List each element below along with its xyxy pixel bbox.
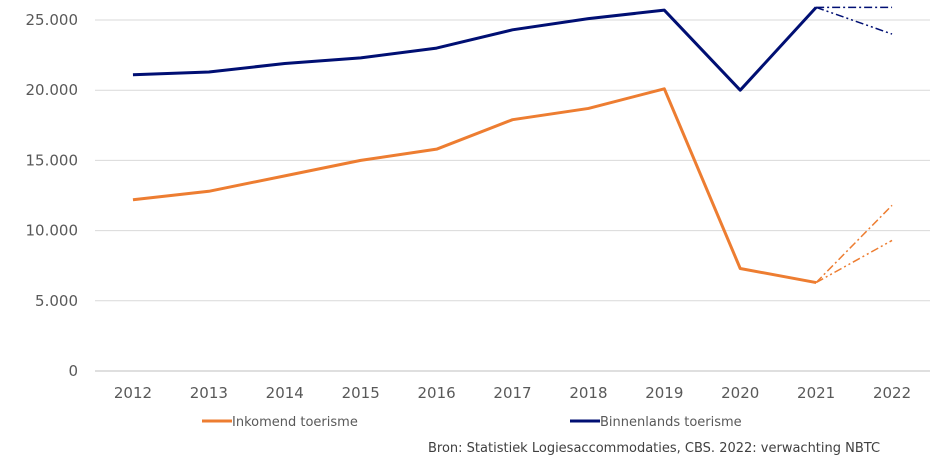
source-note: Bron: Statistiek Logiesaccommodaties, CB… xyxy=(428,441,880,456)
series-lines xyxy=(132,6,893,285)
x-tick-label-2013: 2013 xyxy=(190,384,228,402)
forecast-low-inkomend-toerisme xyxy=(815,239,893,284)
series-line-binnenlands-toerisme xyxy=(132,6,818,92)
y-tick-label-10000: 10.000 xyxy=(26,222,79,240)
x-tick-label-2012: 2012 xyxy=(114,384,152,402)
x-tick-label-2021: 2021 xyxy=(797,384,835,402)
y-tick-label-20000: 20.000 xyxy=(26,81,79,99)
x-tick-label-2014: 2014 xyxy=(266,384,304,402)
x-tick-label-2017: 2017 xyxy=(493,384,531,402)
legend-label-inkomend-toerisme: Inkomend toerisme xyxy=(232,415,358,430)
x-tick-label-2019: 2019 xyxy=(645,384,683,402)
y-axis-labels: 0 5.000 10.000 15.000 20.000 25.000 xyxy=(26,11,79,380)
y-tick-label-25000: 25.000 xyxy=(26,11,79,29)
forecast-low-binnenlands-toerisme xyxy=(815,6,893,35)
legend: Inkomend toerisme Binnenlands toerisme xyxy=(202,415,742,430)
legend-label-binnenlands-toerisme: Binnenlands toerisme xyxy=(600,415,742,430)
y-tick-label-15000: 15.000 xyxy=(26,151,79,169)
x-tick-label-2022: 2022 xyxy=(873,384,911,402)
x-axis-labels: 2012 2013 2014 2015 2016 2017 2018 2019 2020 2021… xyxy=(114,384,911,402)
y-tick-label-5000: 5.000 xyxy=(35,292,78,310)
forecast-high-inkomend-toerisme xyxy=(815,204,893,284)
x-tick-label-2016: 2016 xyxy=(417,384,455,402)
gridlines xyxy=(95,19,930,302)
series-line-inkomend-toerisme xyxy=(132,87,817,285)
x-tick-label-2018: 2018 xyxy=(569,384,607,402)
x-tick-label-2015: 2015 xyxy=(342,384,380,402)
y-tick-label-0: 0 xyxy=(68,362,78,380)
x-tick-label-2020: 2020 xyxy=(721,384,759,402)
